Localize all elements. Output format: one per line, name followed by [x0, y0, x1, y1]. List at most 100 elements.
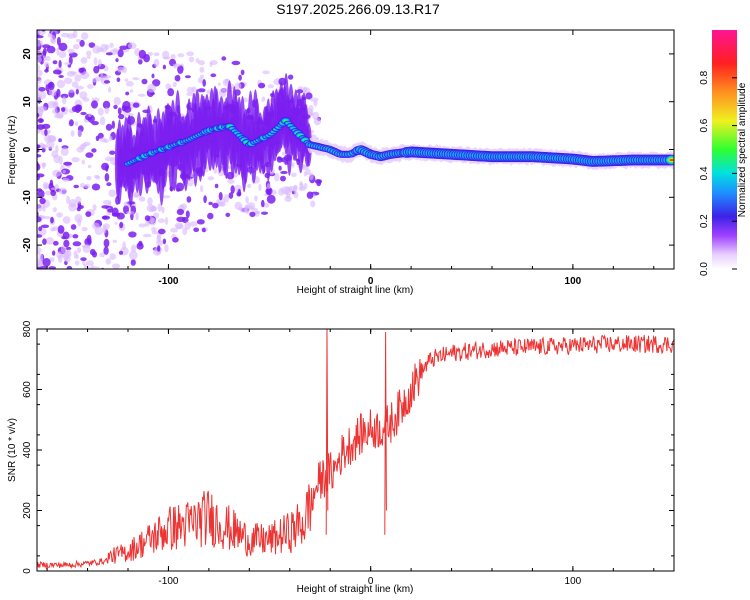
- noise-blob: [70, 224, 77, 230]
- noise-blob: [203, 195, 207, 204]
- noise-blob: [73, 184, 79, 189]
- noise-blob: [125, 112, 134, 117]
- noise-blob: [91, 100, 98, 109]
- y-tick-label: 0: [22, 568, 33, 574]
- noise-blob: [197, 88, 206, 93]
- colorbar-tick-label: 0.2: [699, 214, 710, 228]
- noise-blob: [42, 162, 46, 169]
- noise-blob: [147, 197, 153, 206]
- noise-blob: [292, 185, 298, 193]
- noise-blob: [71, 157, 80, 163]
- noise-blob: [262, 70, 270, 75]
- noise-blob: [40, 289, 45, 296]
- noise-blob: [308, 105, 314, 113]
- noise-blob: [56, 47, 60, 56]
- noise-blob: [258, 82, 266, 89]
- noise-blob: [188, 56, 195, 63]
- noise-blob: [254, 195, 258, 202]
- noise-blob: [37, 144, 41, 149]
- noise-blob: [37, 274, 41, 280]
- noise-blob: [57, 225, 65, 234]
- noise-blob: [100, 72, 104, 82]
- noise-blob: [55, 145, 59, 153]
- noise-blob: [66, 272, 74, 281]
- noise-blob: [117, 49, 124, 58]
- noise-blob: [37, 244, 40, 249]
- noise-blob: [103, 80, 111, 84]
- noise-blob: [95, 175, 101, 180]
- noise-blob: [87, 164, 92, 169]
- noise-blob: [117, 107, 122, 115]
- noise-blob: [80, 143, 88, 148]
- noise-blob: [198, 60, 205, 66]
- noise-blob: [58, 51, 67, 59]
- noise-blob: [221, 56, 227, 61]
- noise-blob: [112, 48, 119, 53]
- noise-blob: [299, 181, 303, 186]
- spectrogram-xlabel: Height of straight line (km): [297, 285, 414, 296]
- noise-blob: [56, 251, 63, 259]
- noise-blob: [50, 34, 56, 43]
- noise-blob: [99, 116, 106, 126]
- noise-blob: [270, 189, 277, 195]
- y-tick-label: 20: [22, 48, 33, 60]
- noise-blob: [99, 137, 107, 143]
- noise-blob: [58, 155, 63, 165]
- noise-blob: [227, 179, 235, 184]
- noise-blob: [64, 280, 68, 286]
- spectrogram-ylabel: Frequency (Hz): [7, 116, 18, 185]
- noise-blob: [52, 240, 59, 246]
- noise-blob: [274, 172, 280, 182]
- noise-blob: [117, 66, 125, 73]
- noise-blob: [84, 183, 90, 189]
- noise-blob: [35, 19, 43, 23]
- noise-blob: [80, 111, 87, 116]
- noise-blob: [74, 121, 79, 126]
- figure-title: S197.2025.266.09.13.R17: [276, 1, 440, 17]
- noise-blob: [44, 128, 48, 137]
- noise-blob: [209, 61, 213, 68]
- noise-blob: [122, 100, 131, 110]
- noise-blob: [111, 263, 121, 269]
- noise-blob: [276, 156, 283, 163]
- noise-blob: [153, 58, 160, 67]
- noise-blob: [172, 81, 177, 88]
- noise-blob: [313, 117, 322, 126]
- noise-blob: [123, 201, 129, 207]
- noise-blob: [77, 247, 81, 254]
- noise-blob: [129, 250, 138, 260]
- noise-blob: [61, 107, 66, 112]
- noise-blob: [167, 88, 175, 97]
- noise-blob: [189, 221, 198, 227]
- noise-blob: [60, 32, 70, 38]
- noise-blob: [51, 23, 59, 30]
- noise-blob: [56, 79, 66, 89]
- noise-blob: [70, 130, 75, 137]
- noise-blob: [71, 81, 79, 88]
- noise-blob: [186, 196, 192, 203]
- noise-blob: [114, 221, 118, 225]
- noise-blob: [113, 96, 121, 106]
- noise-blob: [225, 212, 231, 217]
- noise-blob: [37, 94, 42, 101]
- noise-blob: [93, 272, 97, 280]
- noise-blob: [37, 39, 42, 47]
- noise-blob: [86, 176, 92, 181]
- noise-blob: [202, 79, 206, 87]
- noise-blob: [68, 199, 77, 208]
- noise-blob: [132, 102, 140, 108]
- noise-blob: [46, 284, 49, 291]
- noise-blob: [68, 89, 75, 93]
- noise-blob: [106, 182, 112, 187]
- noise-blob: [152, 79, 161, 87]
- noise-blob: [151, 205, 157, 212]
- snr-panel: -100 0 100 0 200 400 600 800 Height of straight…: [7, 320, 675, 595]
- noise-blob: [78, 67, 85, 73]
- noise-blob: [151, 73, 155, 79]
- noise-blob: [44, 61, 50, 68]
- noise-blob: [105, 52, 113, 56]
- noise-blob: [213, 167, 218, 174]
- noise-blob: [48, 89, 57, 97]
- noise-blob: [280, 175, 286, 182]
